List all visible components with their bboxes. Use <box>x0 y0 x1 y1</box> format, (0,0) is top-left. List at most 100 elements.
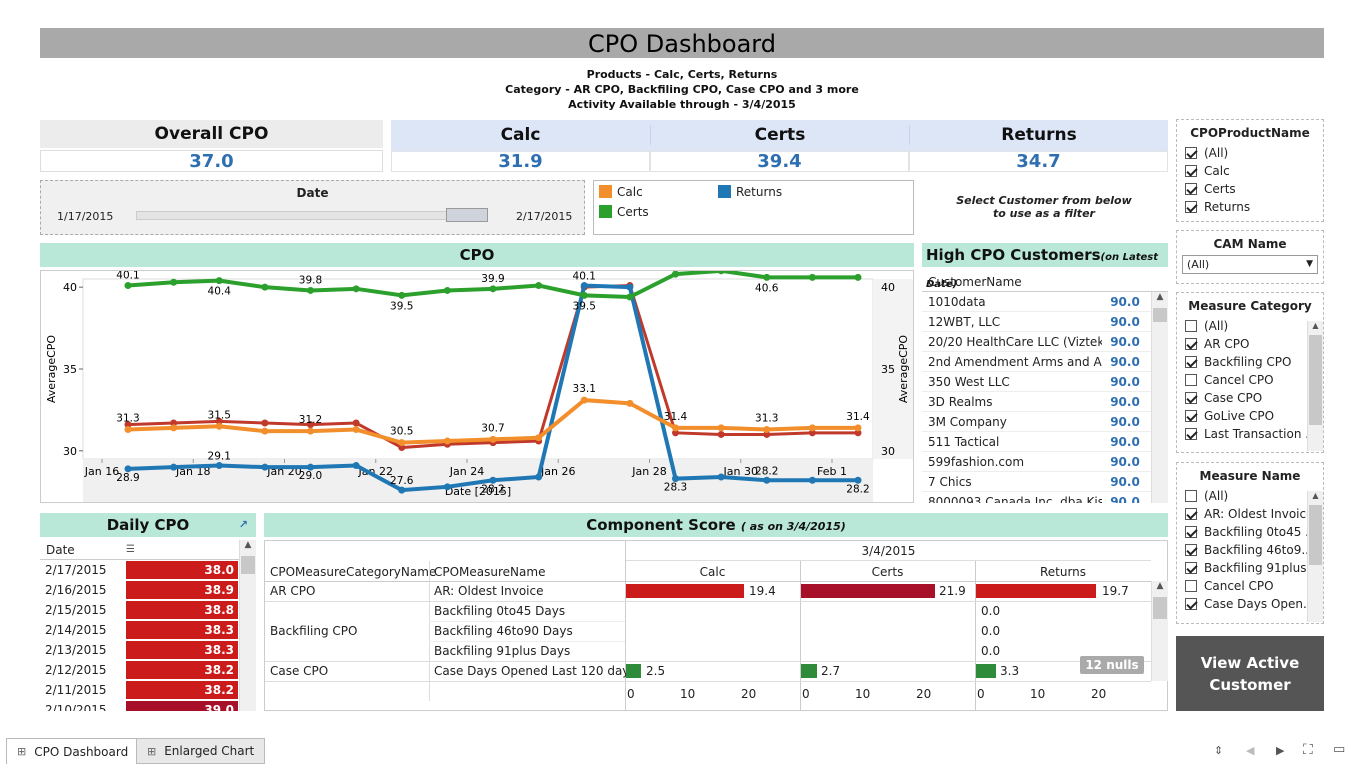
case-certs-bar[interactable] <box>801 664 817 678</box>
checkbox[interactable] <box>1185 598 1197 610</box>
filter-option[interactable]: Calc <box>1177 162 1323 180</box>
calc-kpi-value[interactable]: 31.9 <box>391 150 650 172</box>
legend-returns-swatch[interactable] <box>718 185 731 198</box>
daily-row[interactable]: 2/16/2015 38.9 <box>40 580 256 600</box>
tab-enlarged-chart[interactable]: ⊞ Enlarged Chart <box>136 738 266 764</box>
fullscreen-icon[interactable]: ⛶ <box>1303 742 1313 758</box>
daily-row[interactable]: 2/11/2015 38.2 <box>40 680 256 700</box>
checkbox[interactable] <box>1185 410 1197 422</box>
legend-certs-swatch[interactable] <box>599 205 612 218</box>
filter-option[interactable]: Returns <box>1177 198 1323 216</box>
checkbox[interactable] <box>1185 165 1197 177</box>
filter-option[interactable]: Backfiling 0to45 ... <box>1177 523 1323 541</box>
checkbox[interactable] <box>1185 320 1197 332</box>
customer-row[interactable]: 350 West LLC 90.0 <box>922 372 1168 392</box>
cpo-line-chart[interactable]: 40 40 35 35 30 30 AverageCPO AverageCPO Jan 16 Ja… <box>41 271 913 502</box>
checkbox[interactable] <box>1185 490 1197 502</box>
date-slider-track[interactable] <box>136 211 488 220</box>
category-scrollbar[interactable]: ▲ <box>1307 321 1323 451</box>
filter-option[interactable]: Backfiling 91plus... <box>1177 559 1323 577</box>
filter-option[interactable]: (All) <box>1177 144 1323 162</box>
filter-option[interactable]: Backfiling CPO <box>1177 353 1323 371</box>
filter-option[interactable]: (All) <box>1177 317 1323 335</box>
checkbox[interactable] <box>1185 544 1197 556</box>
certs-kpi-label: Certs <box>650 125 909 145</box>
customer-row[interactable]: 2nd Amendment Arms and Am.. 90.0 <box>922 352 1168 372</box>
filter-option[interactable]: Backfiling 46to9... <box>1177 541 1323 559</box>
next-icon[interactable]: ▶ <box>1276 744 1285 757</box>
checkbox[interactable] <box>1185 428 1197 440</box>
daily-row[interactable]: 2/13/2015 38.3 <box>40 640 256 660</box>
ar-returns-bar[interactable] <box>976 584 1096 598</box>
checkbox[interactable] <box>1185 562 1197 574</box>
customer-row[interactable]: 1010data 90.0 <box>922 292 1168 312</box>
checkbox[interactable] <box>1185 508 1197 520</box>
filter-option[interactable]: AR CPO <box>1177 335 1323 353</box>
checkbox[interactable] <box>1185 356 1197 368</box>
checkbox[interactable] <box>1185 201 1197 213</box>
external-link-icon[interactable]: ↗ <box>238 518 248 531</box>
customers-scrollbar[interactable]: ▲ <box>1151 292 1168 503</box>
view-active-customer-button[interactable]: View Active Customer <box>1176 636 1324 711</box>
customer-value: 90.0 <box>1110 334 1140 349</box>
filter-option[interactable]: Last Transaction ... <box>1177 425 1323 443</box>
measure-scrollbar[interactable]: ▲ <box>1307 491 1323 622</box>
cam-dropdown[interactable]: (All) ▼ <box>1182 255 1318 274</box>
date-slider-handle[interactable] <box>446 208 488 222</box>
nulls-indicator[interactable]: 12 nulls <box>1080 656 1144 674</box>
checkbox[interactable] <box>1185 580 1197 592</box>
filter-option[interactable]: AR: Oldest Invoice <box>1177 505 1323 523</box>
case-returns-bar[interactable] <box>976 664 996 678</box>
legend-calc-swatch[interactable] <box>599 185 612 198</box>
checkbox[interactable] <box>1185 392 1197 404</box>
customer-row[interactable]: 7 Chics 90.0 <box>922 472 1168 492</box>
certs-kpi-value[interactable]: 39.4 <box>650 150 909 172</box>
legend-returns-label[interactable]: Returns <box>736 185 783 199</box>
customer-row[interactable]: 3D Realms 90.0 <box>922 392 1168 412</box>
case-calc-bar[interactable] <box>626 664 641 678</box>
checkbox[interactable] <box>1185 183 1197 195</box>
customer-row[interactable]: 20/20 HealthCare LLC (Viztek) 90.0 <box>922 332 1168 352</box>
sort-icon[interactable]: ☰ <box>126 544 135 555</box>
ar-calc-bar[interactable] <box>626 584 744 598</box>
customer-row[interactable]: 599fashion.com 90.0 <box>922 452 1168 472</box>
customer-row[interactable]: 511 Tactical 90.0 <box>922 432 1168 452</box>
customer-row[interactable]: 3M Company 90.0 <box>922 412 1168 432</box>
prev-icon[interactable]: ◀ <box>1246 744 1255 757</box>
returns-kpi-value[interactable]: 34.7 <box>909 150 1168 172</box>
filter-option[interactable]: Case Days Open... <box>1177 595 1323 613</box>
tab-cpo-dashboard[interactable]: ⊞ CPO Dashboard <box>6 738 140 764</box>
data-point <box>672 475 679 483</box>
daily-row[interactable]: 2/17/2015 38.0 <box>40 560 256 580</box>
customer-row[interactable]: 12WBT, LLC 90.0 <box>922 312 1168 332</box>
daily-row[interactable]: 2/10/2015 39.0 <box>40 700 256 711</box>
checkbox[interactable] <box>1185 338 1197 350</box>
filter-option[interactable]: Certs <box>1177 180 1323 198</box>
customer-row[interactable]: 8000093 Canada Inc. dba Kissab.. 90.0 <box>922 492 1168 504</box>
legend-certs-label[interactable]: Certs <box>617 205 649 219</box>
component-scrollbar[interactable]: ▲ <box>1151 581 1168 681</box>
data-label: 40.6 <box>846 271 870 273</box>
filter-option[interactable]: Cancel CPO <box>1177 577 1323 595</box>
data-point <box>580 291 588 299</box>
data-point <box>854 424 862 432</box>
checkbox[interactable] <box>1185 147 1197 159</box>
filter-option[interactable]: (All) <box>1177 487 1323 505</box>
filter-option[interactable]: GoLive CPO <box>1177 407 1323 425</box>
customer-value: 90.0 <box>1110 454 1140 469</box>
checkbox[interactable] <box>1185 526 1197 538</box>
checkbox[interactable] <box>1185 374 1197 386</box>
daily-row[interactable]: 2/12/2015 38.2 <box>40 660 256 680</box>
filter-option[interactable]: Case CPO <box>1177 389 1323 407</box>
col-divider-1 <box>429 561 430 701</box>
filter-option-label: GoLive CPO <box>1204 409 1275 423</box>
ar-certs-bar[interactable] <box>801 584 935 598</box>
sort-arrows-icon[interactable]: ⇕ <box>1214 744 1224 757</box>
daily-scrollbar[interactable]: ▲ <box>239 540 256 711</box>
presentation-icon[interactable]: ▭ <box>1333 742 1346 757</box>
legend-calc-label[interactable]: Calc <box>617 185 643 199</box>
filter-option[interactable]: Cancel CPO <box>1177 371 1323 389</box>
col-divider-4 <box>975 561 976 711</box>
daily-row[interactable]: 2/15/2015 38.8 <box>40 600 256 620</box>
daily-row[interactable]: 2/14/2015 38.3 <box>40 620 256 640</box>
